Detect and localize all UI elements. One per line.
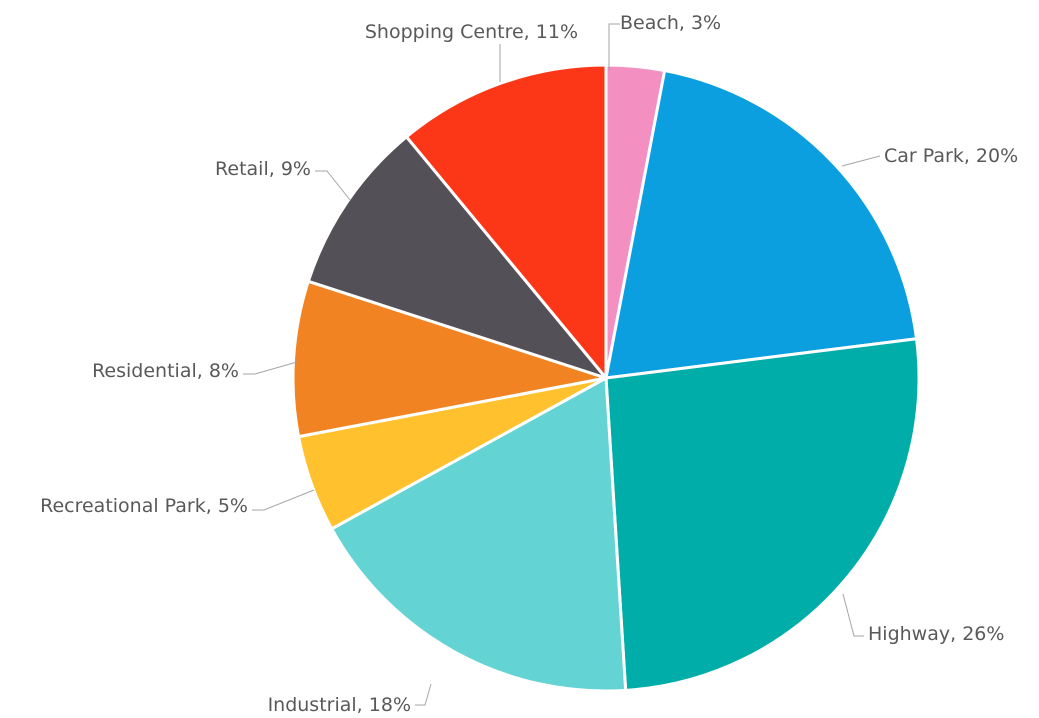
leader-line-recreational-park: [252, 489, 315, 511]
data-label-separator: ,: [950, 623, 962, 645]
leader-line-beach: [608, 23, 620, 70]
pie-slice-car-park: [604, 69, 919, 380]
data-label-industrial: Industrial, 18%: [268, 694, 411, 716]
data-label-percent: 20%: [976, 145, 1018, 167]
data-label-separator: ,: [269, 158, 281, 180]
data-label-separator: ,: [357, 694, 369, 716]
pie-slice-residential: [291, 279, 608, 439]
pie-slice-industrial: [330, 376, 628, 693]
data-label-category: Highway: [868, 623, 950, 645]
data-label-category: Shopping Centre: [365, 21, 524, 43]
pie-slice-retail: [306, 135, 608, 380]
data-label-recreational-park: Recreational Park, 5%: [40, 495, 248, 517]
data-label-separator: ,: [964, 145, 976, 167]
data-label-residential: Residential, 8%: [92, 360, 239, 382]
data-label-category: Beach: [620, 12, 679, 34]
leader-line-industrial: [415, 683, 432, 706]
leader-line-residential: [243, 361, 298, 375]
data-label-category: Industrial: [268, 694, 357, 716]
leader-lines: [243, 23, 881, 706]
data-label-separator: ,: [679, 12, 691, 34]
data-label-percent: 5%: [218, 495, 248, 517]
data-label-category: Retail: [215, 158, 269, 180]
leader-line-retail: [315, 170, 351, 201]
data-label-category: Car Park: [884, 145, 964, 167]
data-label-separator: ,: [197, 360, 209, 382]
data-label-percent: 26%: [962, 623, 1004, 645]
leader-line-highway: [842, 593, 864, 637]
data-label-category: Recreational Park: [40, 495, 206, 517]
data-label-beach: Beach, 3%: [620, 12, 721, 34]
data-label-percent: 11%: [536, 21, 578, 43]
data-label-percent: 8%: [209, 360, 239, 382]
data-label-shopping-centre: Shopping Centre, 11%: [365, 21, 578, 43]
data-label-percent: 3%: [691, 12, 721, 34]
data-label-car-park: Car Park, 20%: [884, 145, 1018, 167]
data-label-retail: Retail, 9%: [215, 158, 311, 180]
data-label-category: Residential: [92, 360, 197, 382]
data-label-percent: 9%: [281, 158, 311, 180]
leader-line-car-park: [841, 155, 881, 167]
pie-slice-shopping-centre: [404, 63, 608, 380]
data-label-highway: Highway, 26%: [868, 623, 1004, 645]
data-label-percent: 18%: [369, 694, 411, 716]
pie-slice-highway: [604, 337, 921, 692]
data-labels: Beach, 3% Car Park, 20% Highway, 26% Indust…: [40, 12, 1018, 716]
data-label-separator: ,: [524, 21, 536, 43]
pie-slices: [291, 63, 921, 693]
data-label-separator: ,: [206, 495, 218, 517]
